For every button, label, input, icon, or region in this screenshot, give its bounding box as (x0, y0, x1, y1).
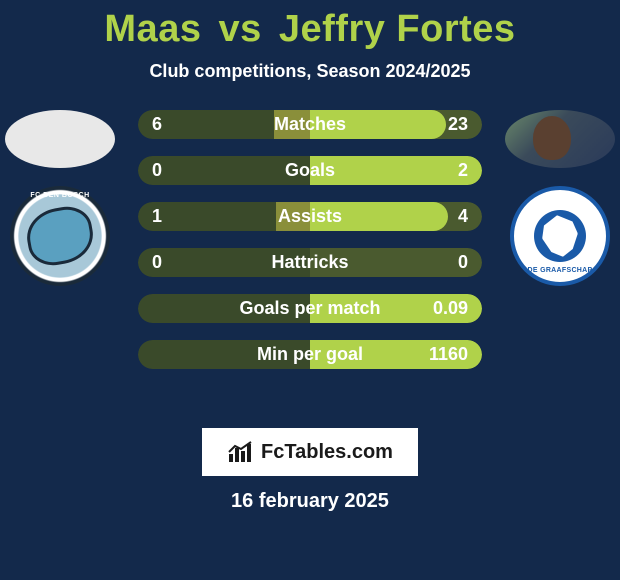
stat-value-right: 4 (458, 206, 468, 227)
stat-value-right: 0.09 (433, 298, 468, 319)
stat-value-left: 0 (152, 252, 162, 273)
player2-name: Jeffry Fortes (279, 8, 516, 50)
player1-name: Maas (104, 8, 201, 50)
stat-value-left: 1 (152, 206, 162, 227)
player2-club-badge: DE GRAAFSCHAP (510, 186, 610, 286)
club2-label: DE GRAAFSCHAP (528, 267, 593, 274)
stat-rows: Matches623Goals02Assists14Hattricks00Goa… (138, 110, 482, 369)
brand-box: FcTables.com (202, 428, 418, 476)
left-column: FC DEN BOSCH (0, 110, 120, 286)
stat-value-right: 2 (458, 160, 468, 181)
subtitle: Club competitions, Season 2024/2025 (0, 61, 620, 82)
brand-text: FcTables.com (261, 441, 393, 464)
stat-label: Assists (138, 206, 482, 227)
date-line: 16 february 2025 (0, 490, 620, 513)
stat-value-right: 0 (458, 252, 468, 273)
brand-logo-icon (227, 440, 255, 464)
right-column: DE GRAAFSCHAP (500, 110, 620, 286)
stat-value-right: 23 (448, 114, 468, 135)
stat-row: Goals per match0.09 (138, 294, 482, 323)
infographic-container: Maas vs Jeffry Fortes Club competitions,… (0, 0, 620, 513)
stat-value-left: 0 (152, 160, 162, 181)
stat-label: Goals (138, 160, 482, 181)
stat-label: Matches (138, 114, 482, 135)
stat-row: Goals0 2 (138, 156, 482, 185)
stats-area: FC DEN BOSCH DE GRAAFSCHAP Matches6 23 Goa… (0, 110, 620, 410)
stat-value-right: 1160 (429, 344, 468, 365)
club1-label: FC DEN BOSCH (30, 192, 89, 199)
stat-row: Matches6 23 (138, 110, 482, 139)
stat-label: Goals per match (138, 298, 482, 319)
stat-row: Assists1 4 (138, 202, 482, 231)
stat-value-left: 6 (152, 114, 162, 135)
vs-separator: vs (219, 8, 262, 50)
comparison-title: Maas vs Jeffry Fortes (0, 8, 620, 51)
player1-club-badge: FC DEN BOSCH (10, 186, 110, 286)
stat-label: Hattricks (138, 252, 482, 273)
stat-row: Hattricks0 0 (138, 248, 482, 277)
player1-photo (5, 110, 115, 168)
stat-row: Min per goal1160 (138, 340, 482, 369)
player2-photo (505, 110, 615, 168)
